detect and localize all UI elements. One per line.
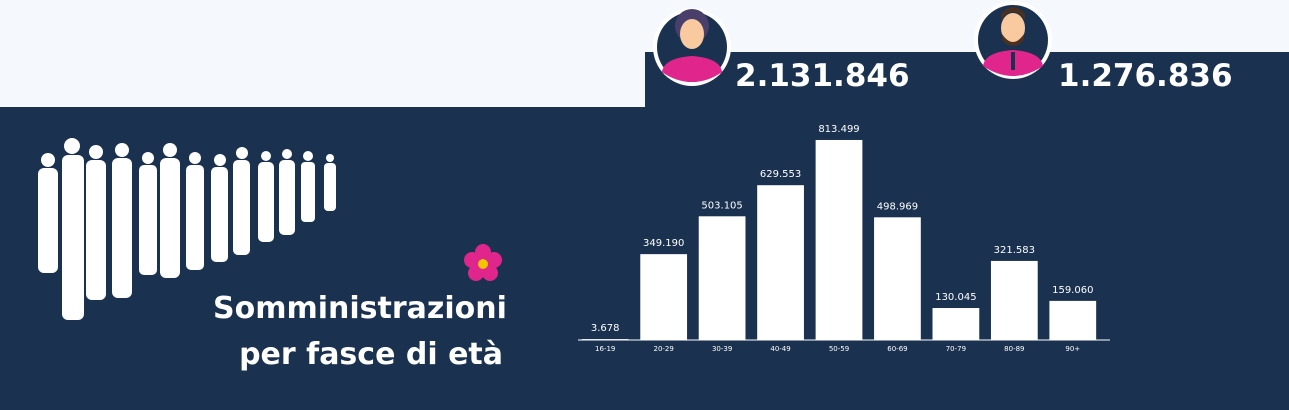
value-label: 159.060: [1052, 285, 1093, 296]
top-panel: [0, 0, 645, 107]
x-tick-label: 20-29: [653, 345, 673, 353]
chart-title: Somministrazioni per fasce di età: [213, 291, 507, 372]
bar: [815, 139, 863, 340]
value-label: 498.969: [877, 201, 918, 212]
value-label: 321.583: [994, 245, 1035, 256]
value-label: 3.678: [591, 323, 620, 334]
bar: [698, 216, 746, 340]
x-tick-label: 30-39: [712, 345, 732, 353]
value-label: 629.553: [760, 169, 801, 180]
male-avatar: [974, 1, 1052, 79]
bar: [932, 308, 980, 340]
female-avatar: [653, 8, 731, 86]
bar: [757, 185, 804, 340]
bar: [640, 254, 688, 340]
female-total: 2.131.846: [735, 58, 910, 94]
male-total: 1.276.836: [1058, 58, 1233, 94]
bar: [581, 339, 629, 341]
x-tick-label: 70-79: [946, 345, 966, 353]
top-panel: [645, 0, 1289, 52]
value-label: 813.499: [818, 124, 859, 135]
x-tick-label: 16-19: [595, 345, 615, 353]
flower-icon: [464, 244, 502, 281]
value-label: 503.105: [701, 200, 742, 211]
x-tick-label: 90+: [1065, 345, 1080, 353]
bar: [874, 217, 921, 340]
value-label: 349.190: [643, 238, 684, 249]
x-tick-label: 80-89: [1004, 345, 1024, 353]
x-tick-label: 60-69: [887, 345, 907, 353]
x-tick-label: 50-59: [829, 345, 849, 353]
bar: [990, 260, 1038, 340]
crowd-illustration: [38, 138, 336, 320]
x-tick-label: 40-49: [770, 345, 790, 353]
value-label: 130.045: [935, 292, 976, 303]
bar: [1049, 300, 1097, 340]
